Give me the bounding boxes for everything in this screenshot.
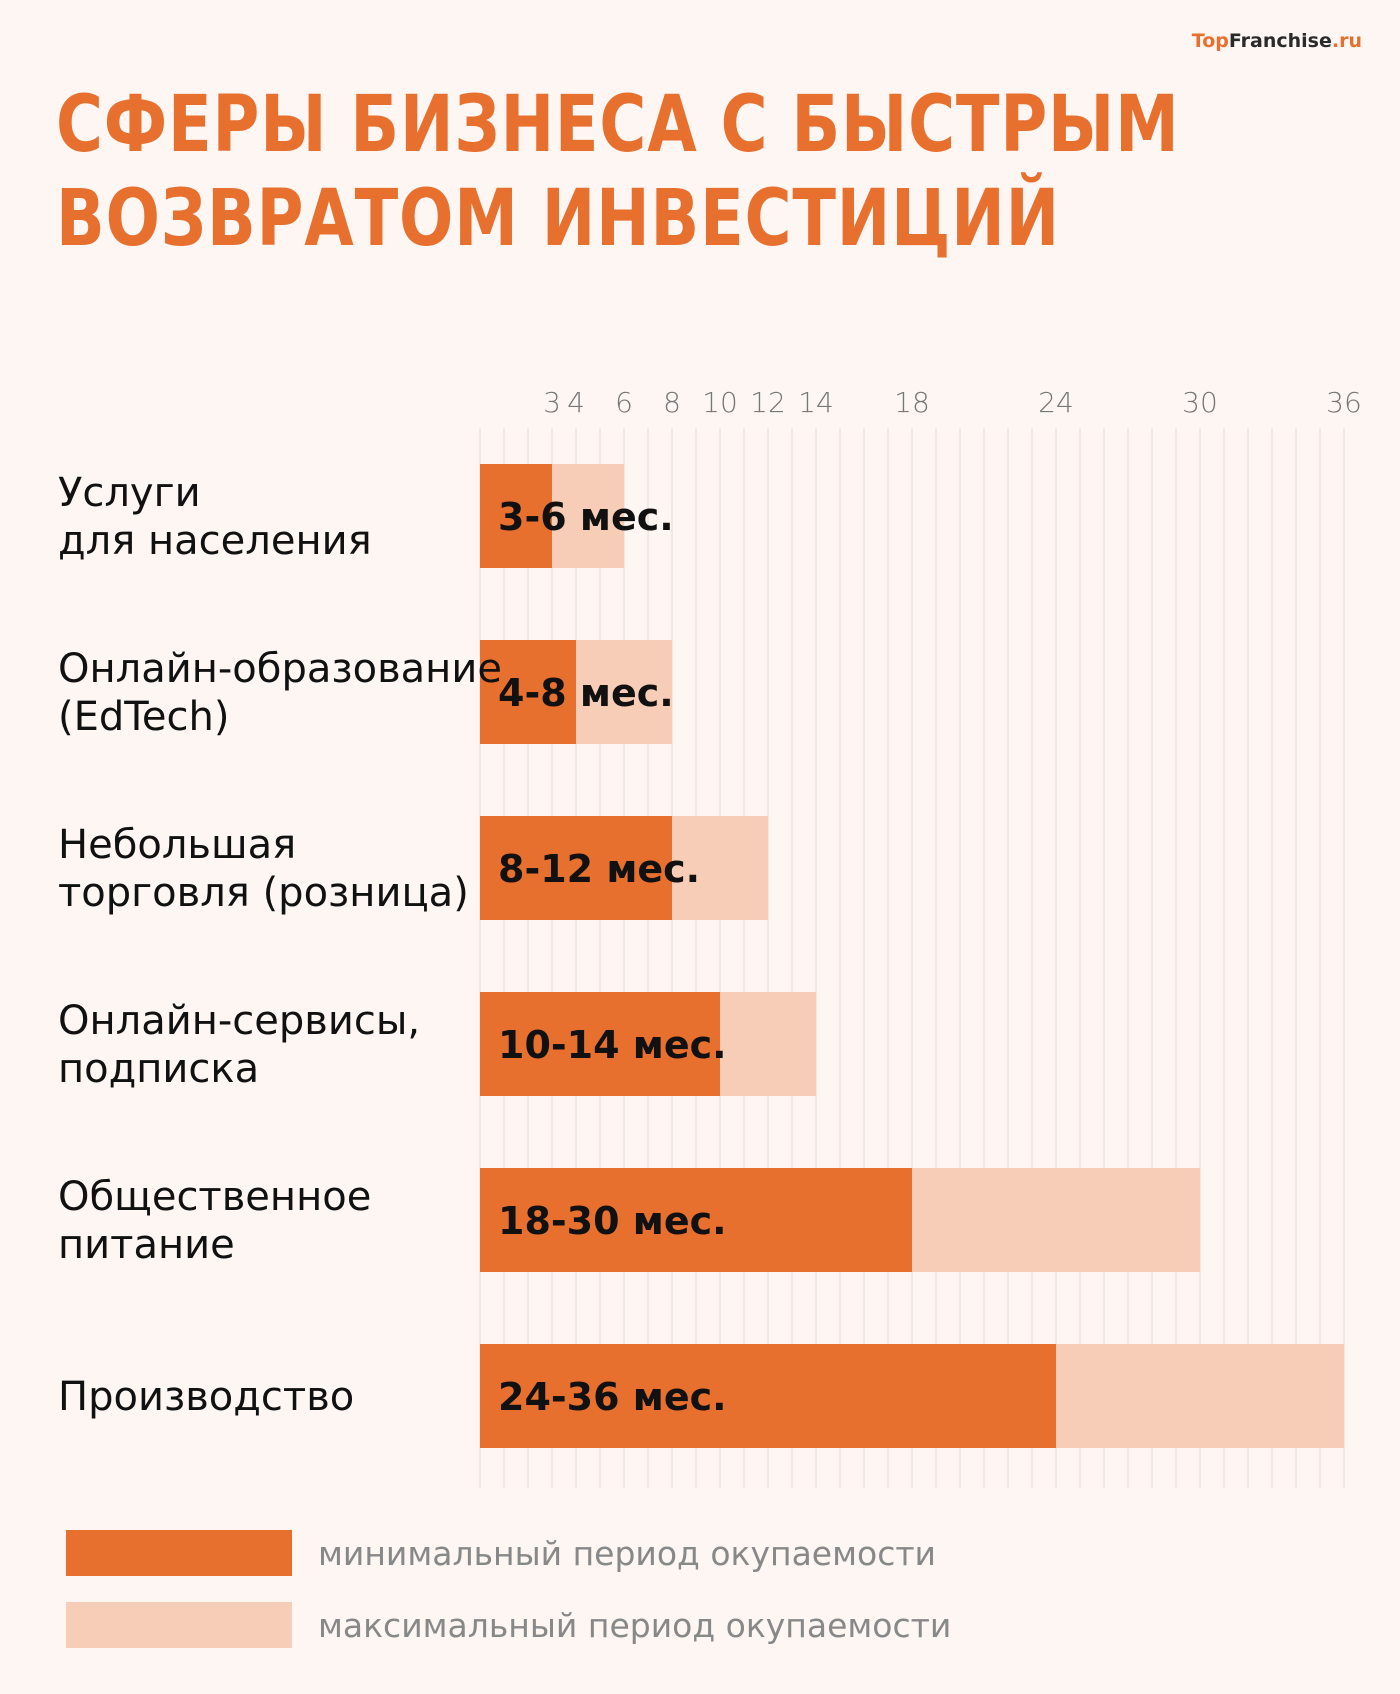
bar-min: [480, 640, 576, 744]
category-label: Онлайн-образование: [58, 646, 502, 692]
title-line: СФЕРЫ БИЗНЕСА С БЫСТРЫМ: [56, 80, 1180, 170]
bar-min: [480, 1168, 912, 1272]
data-label: 4-8 мес.: [498, 671, 674, 715]
page-title: СФЕРЫ БИЗНЕСА С БЫСТРЫМ ВОЗВРАТОМ ИНВЕСТ…: [56, 78, 1180, 266]
category-label: подписка: [58, 1046, 259, 1092]
category-label: Услуги: [58, 470, 201, 516]
legend-label: минимальный период окупаемости: [318, 1534, 936, 1573]
category-label: для населения: [58, 518, 372, 564]
legend-swatch: [66, 1602, 292, 1648]
tick-label: 36: [1326, 386, 1362, 419]
logo-part: Top: [1191, 30, 1229, 52]
category-label: питание: [58, 1222, 235, 1268]
bar-min: [480, 816, 672, 920]
tick-label: 8: [663, 386, 681, 419]
legend-swatch: [66, 1530, 292, 1576]
category-label: торговля (розница): [58, 870, 469, 916]
data-label: 18-30 мес.: [498, 1199, 727, 1243]
tick-label: 3: [543, 386, 561, 419]
tick-label: 30: [1182, 386, 1218, 419]
bar-min: [480, 992, 720, 1096]
bar-min: [480, 464, 552, 568]
data-label: 10-14 мес.: [498, 1023, 727, 1067]
tick-label: 14: [798, 386, 834, 419]
logo-part: .ru: [1331, 30, 1362, 52]
data-label: 3-6 мес.: [498, 495, 674, 539]
tick-label: 6: [615, 386, 633, 419]
category-label: Общественное: [58, 1174, 371, 1220]
category-label: Производство: [58, 1374, 354, 1420]
data-label: 8-12 мес.: [498, 847, 700, 891]
category-label: (EdTech): [58, 694, 229, 740]
title-line: ВОЗВРАТОМ ИНВЕСТИЦИЙ: [56, 174, 1061, 264]
tick-label: 4: [567, 386, 585, 419]
category-label: Небольшая: [58, 822, 296, 868]
tick-label: 24: [1038, 386, 1074, 419]
tick-label: 10: [702, 386, 738, 419]
data-label: 24-36 мес.: [498, 1375, 727, 1419]
bar-min: [480, 1344, 1056, 1448]
legend-label: максимальный период окупаемости: [318, 1606, 951, 1645]
tick-label: 12: [750, 386, 786, 419]
tick-label: 18: [894, 386, 930, 419]
logo-part: Franchise: [1228, 30, 1332, 52]
logo: TopFranchise.ru: [1192, 30, 1362, 52]
category-label: Онлайн-сервисы,: [58, 998, 420, 1044]
